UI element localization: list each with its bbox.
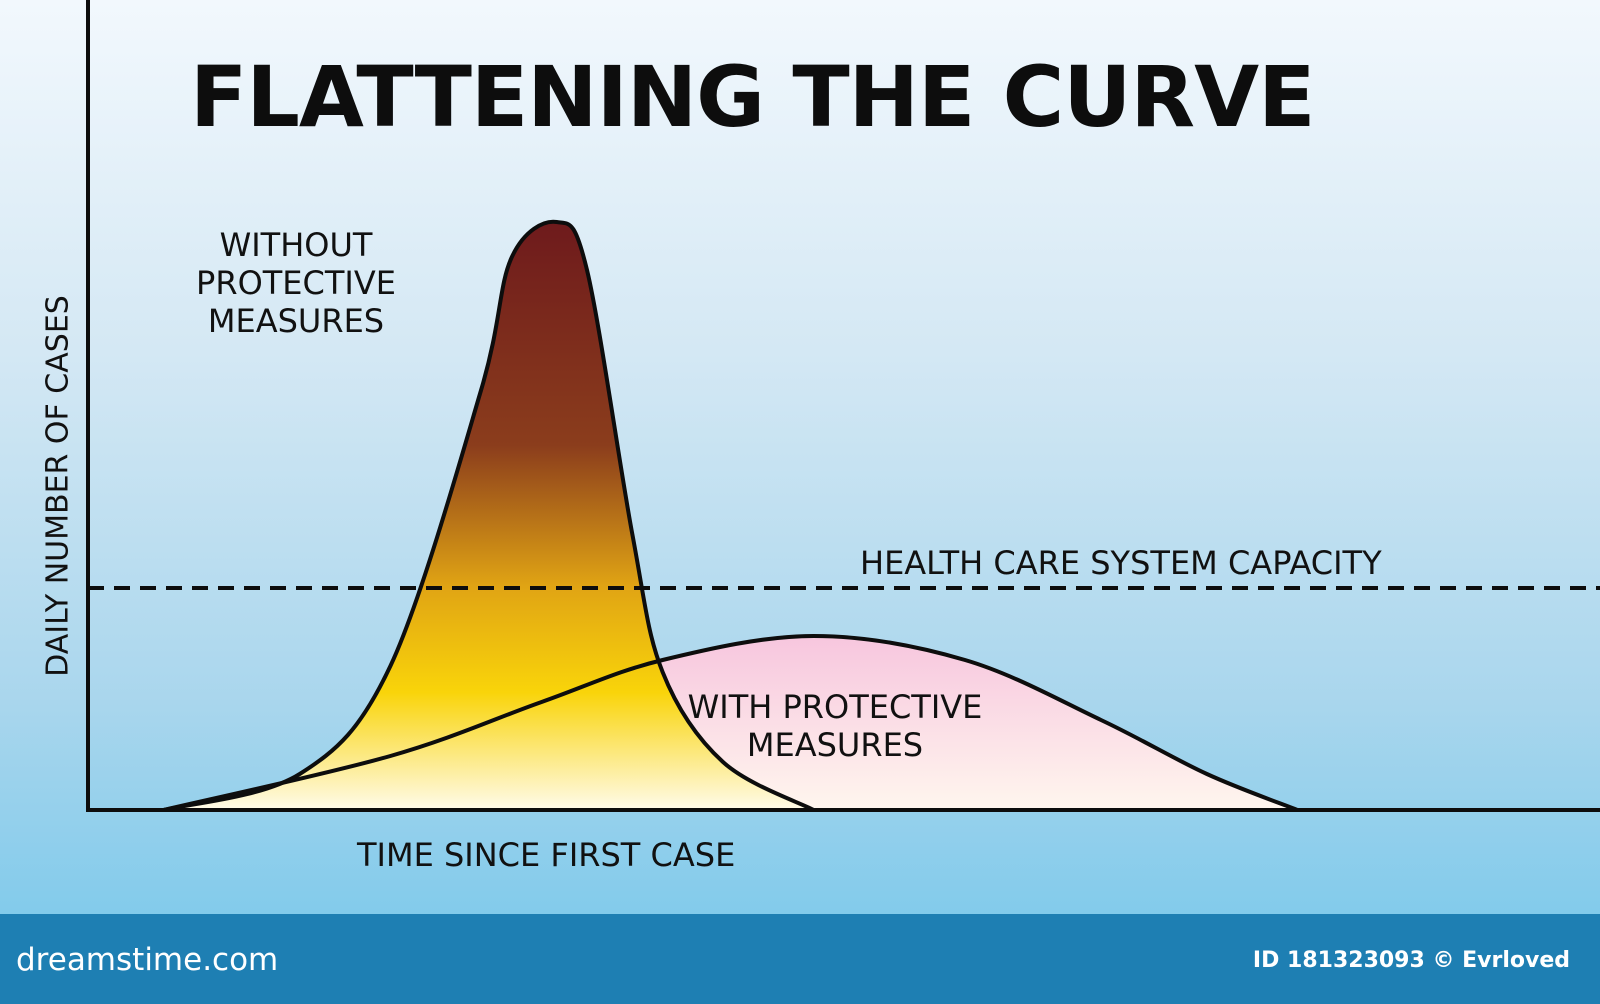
with-label-line-2: MEASURES <box>746 726 924 764</box>
without-measures-label: WITHOUT PROTECTIVE MEASURES <box>183 226 409 340</box>
x-axis-label: TIME SINCE FIRST CASE <box>357 836 736 874</box>
without-measures-line <box>163 219 815 812</box>
image-credit: ID 181323093 © Evrloved <box>1252 948 1570 973</box>
without-label-line-2: PROTECTIVE <box>196 264 396 302</box>
with-measures-line <box>163 634 1299 812</box>
with-label-line-1: WITH PROTECTIVE <box>687 688 983 726</box>
y-axis-label: DAILY NUMBER OF CASES <box>40 295 76 677</box>
chart-title: FLATTENING THE CURVE <box>190 48 1315 146</box>
without-label-line-3: MEASURES <box>207 302 385 340</box>
brand-logo: dreamstime.com <box>16 942 279 978</box>
with-measures-label: WITH PROTECTIVE MEASURES <box>660 688 1010 764</box>
footer-bar: dreamstime.com ID 181323093 © Evrloved <box>0 914 1600 1004</box>
without-label-line-1: WITHOUT <box>219 226 373 264</box>
capacity-line-label: HEALTH CARE SYSTEM CAPACITY <box>860 544 1382 582</box>
